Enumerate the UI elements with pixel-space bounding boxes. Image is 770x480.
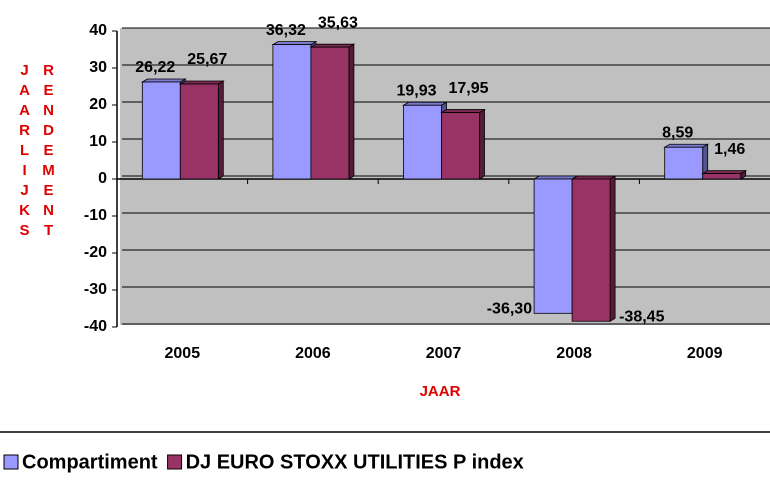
bar-top: [271, 41, 318, 46]
y-tick-label: 40: [89, 22, 107, 39]
bar-top: [402, 101, 448, 106]
data-label: 25,67: [187, 51, 227, 68]
legend-label: DJ EURO STOXX UTILITIES P index: [186, 451, 524, 473]
data-label: -38,45: [619, 308, 664, 325]
x-axis-label: JAAR: [420, 383, 461, 400]
y-tick-label: -40: [84, 318, 107, 335]
bar-side: [348, 43, 355, 180]
y-tick-label: -10: [84, 207, 107, 224]
data-label: 1,46: [714, 141, 745, 158]
legend-label: Compartiment: [22, 451, 158, 473]
data-label: 19,93: [396, 82, 436, 99]
y-axis-label: RENDEMENT: [40, 62, 57, 242]
data-label: 36,32: [266, 22, 306, 39]
legend-swatch: [167, 454, 183, 470]
bar: [272, 44, 312, 180]
bar: [310, 46, 350, 180]
y-tick-label: 30: [89, 59, 107, 76]
bar: [441, 112, 480, 180]
y-tick-label: -20: [84, 244, 107, 261]
bar-side: [479, 108, 485, 180]
bar: [702, 173, 742, 180]
x-tick-label: 2008: [556, 345, 592, 362]
y-tick-label: 10: [89, 133, 107, 150]
bar: [571, 178, 611, 322]
bar-top: [140, 78, 187, 83]
y-tick-label: 0: [98, 170, 107, 187]
data-label: 35,63: [318, 14, 358, 31]
data-label: 17,95: [448, 80, 488, 97]
bar-top: [701, 170, 748, 174]
x-tick-label: 2005: [165, 345, 201, 362]
x-tick-label: 2009: [687, 345, 723, 362]
bar-top: [570, 175, 617, 180]
x-tick-label: 2006: [295, 345, 331, 362]
legend-swatch: [3, 454, 19, 470]
y-tick-label: -30: [84, 281, 107, 298]
bar-top: [663, 143, 710, 148]
bar-top: [440, 109, 486, 113]
x-tick-label: 2007: [426, 345, 462, 362]
y-tick-label: 20: [89, 96, 107, 113]
data-label: -36,30: [487, 301, 532, 318]
bar-side: [609, 175, 616, 322]
bar: [664, 146, 704, 180]
data-label: 8,59: [662, 124, 693, 141]
bar-top: [309, 43, 356, 48]
bar-side: [217, 80, 224, 180]
bar: [141, 81, 181, 180]
bar: [403, 104, 442, 180]
y-axis-label: JAARLIJKS: [16, 62, 33, 242]
bar: [179, 83, 219, 180]
bar-top: [532, 175, 579, 180]
bar: [533, 178, 573, 314]
bar-top: [178, 80, 225, 85]
data-label: 26,22: [135, 59, 175, 76]
